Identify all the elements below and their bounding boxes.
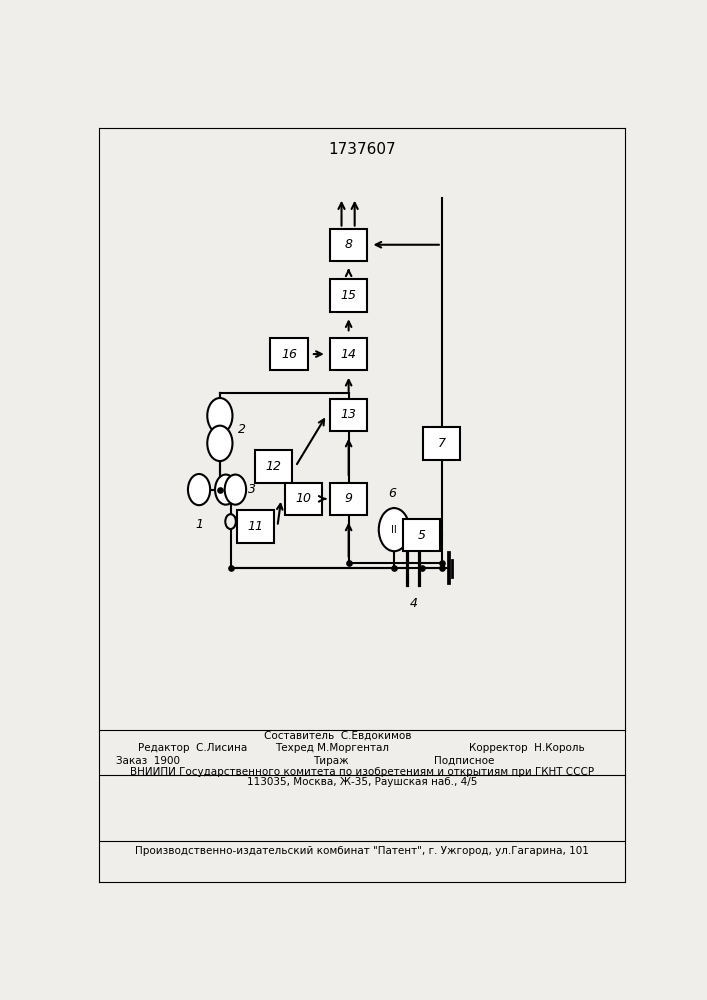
Bar bbox=[330, 399, 367, 431]
Text: 13: 13 bbox=[341, 408, 356, 421]
Text: Заказ  1900: Заказ 1900 bbox=[116, 756, 180, 766]
Text: 7: 7 bbox=[438, 437, 446, 450]
Circle shape bbox=[215, 475, 236, 505]
Bar bbox=[330, 229, 367, 261]
Text: 12: 12 bbox=[266, 460, 281, 473]
Bar bbox=[330, 483, 367, 515]
Text: 4: 4 bbox=[409, 597, 417, 610]
Bar bbox=[423, 427, 460, 460]
Circle shape bbox=[207, 426, 233, 461]
Text: Составитель  С.Евдокимов: Составитель С.Евдокимов bbox=[264, 731, 411, 741]
Text: 8: 8 bbox=[344, 238, 353, 251]
Bar bbox=[330, 338, 367, 370]
Bar bbox=[403, 519, 440, 551]
Circle shape bbox=[379, 508, 409, 551]
Text: Производственно-издательский комбинат "Патент", г. Ужгород, ул.Гагарина, 101: Производственно-издательский комбинат "П… bbox=[136, 846, 589, 856]
Text: 3: 3 bbox=[247, 483, 256, 496]
Bar bbox=[255, 450, 292, 483]
Bar bbox=[330, 279, 367, 312]
Text: 16: 16 bbox=[281, 348, 297, 361]
Circle shape bbox=[207, 398, 233, 433]
Text: Корректор  Н.Король: Корректор Н.Король bbox=[469, 743, 585, 753]
Text: II: II bbox=[391, 525, 397, 535]
Circle shape bbox=[225, 475, 246, 505]
Text: Тираж: Тираж bbox=[313, 756, 349, 766]
Text: Подписное: Подписное bbox=[433, 756, 494, 766]
Text: 11: 11 bbox=[247, 520, 264, 533]
Bar bbox=[270, 338, 308, 370]
Text: 1737607: 1737607 bbox=[329, 142, 396, 157]
Bar bbox=[237, 510, 274, 543]
Text: 1: 1 bbox=[196, 518, 204, 531]
Text: Редактор  С.Лисина: Редактор С.Лисина bbox=[138, 743, 247, 753]
Text: Техред М.Моргентал: Техред М.Моргентал bbox=[275, 743, 389, 753]
Bar bbox=[284, 483, 322, 515]
Text: ВНИИПИ Государственного комитета по изобретениям и открытиям при ГКНТ СССР: ВНИИПИ Государственного комитета по изоб… bbox=[130, 767, 595, 777]
Circle shape bbox=[226, 514, 236, 529]
Text: 15: 15 bbox=[341, 289, 356, 302]
Text: 2: 2 bbox=[238, 423, 246, 436]
Text: 14: 14 bbox=[341, 348, 356, 361]
Text: 9: 9 bbox=[344, 492, 353, 505]
Circle shape bbox=[188, 474, 210, 505]
Text: 5: 5 bbox=[418, 529, 426, 542]
Text: 113035, Москва, Ж-35, Раушская наб., 4/5: 113035, Москва, Ж-35, Раушская наб., 4/5 bbox=[247, 777, 477, 787]
Text: 10: 10 bbox=[295, 492, 311, 505]
Text: 6: 6 bbox=[388, 487, 396, 500]
